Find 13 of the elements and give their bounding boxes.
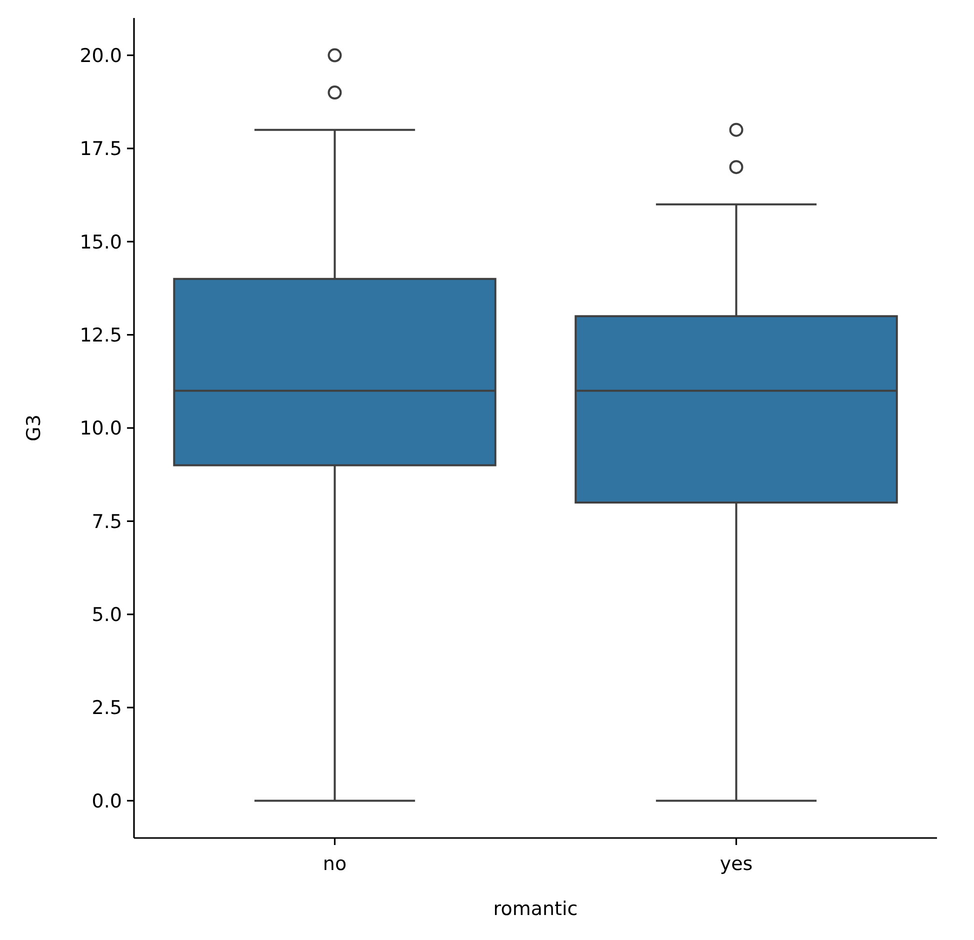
y-tick-label: 12.5	[80, 324, 122, 346]
y-tick-label: 15.0	[80, 231, 122, 254]
y-tick-label: 20.0	[80, 44, 122, 67]
y-tick-label: 10.0	[80, 418, 122, 440]
y-tick-label: 0.0	[92, 790, 122, 812]
y-tick-label: 17.5	[80, 138, 122, 160]
x-tick-label: no	[322, 853, 347, 875]
y-tick-label: 2.5	[92, 697, 122, 720]
y-axis-title: G3	[23, 414, 45, 442]
y-tick-label: 7.5	[92, 510, 122, 533]
x-tick-label: yes	[720, 853, 753, 875]
y-tick-label: 5.0	[92, 604, 122, 626]
x-axis-title: romantic	[493, 898, 578, 920]
